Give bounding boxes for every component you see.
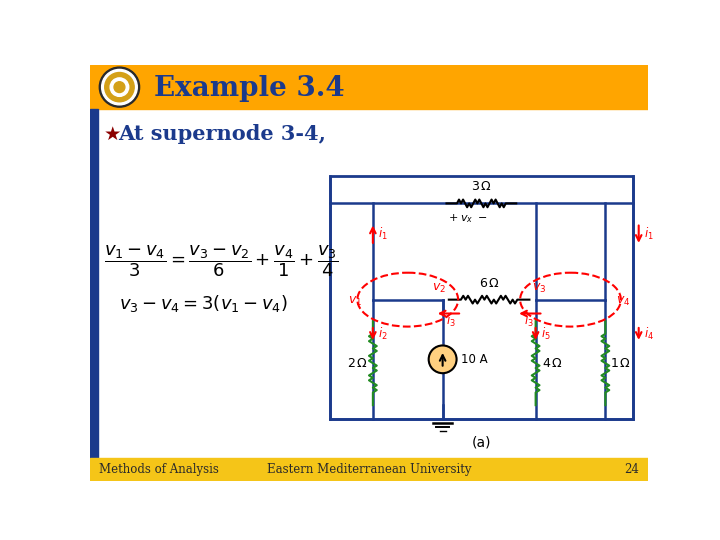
Text: $i_1$: $i_1$: [378, 226, 388, 242]
Text: $2\,\Omega$: $2\,\Omega$: [347, 357, 368, 370]
Text: $\dfrac{v_1 - v_4}{3} = \dfrac{v_3 - v_2}{6} + \dfrac{v_4}{1} + \dfrac{v_3}{4}$: $\dfrac{v_1 - v_4}{3} = \dfrac{v_3 - v_2…: [104, 244, 338, 279]
Circle shape: [99, 67, 140, 107]
Text: $v_3 - v_4 = 3(v_1 - v_4)$: $v_3 - v_4 = 3(v_1 - v_4)$: [120, 293, 288, 314]
Text: 10 A: 10 A: [462, 353, 488, 366]
Circle shape: [428, 346, 456, 373]
Text: $v_4$: $v_4$: [616, 295, 631, 308]
Text: $i_3$: $i_3$: [524, 313, 534, 329]
Text: $v_3$: $v_3$: [532, 281, 546, 295]
Text: $1\,\Omega$: $1\,\Omega$: [611, 357, 631, 370]
Circle shape: [104, 72, 134, 102]
Text: $3\,\Omega$: $3\,\Omega$: [471, 180, 492, 193]
Text: (a): (a): [472, 436, 491, 450]
Text: $4\,\Omega$: $4\,\Omega$: [542, 357, 563, 370]
Text: $i_2$: $i_2$: [378, 326, 388, 342]
Text: 24: 24: [624, 463, 639, 476]
Text: $v_2$: $v_2$: [432, 281, 446, 295]
Text: Example 3.4: Example 3.4: [153, 75, 344, 102]
Bar: [90, 110, 98, 457]
Circle shape: [110, 78, 129, 96]
Text: $v_1$: $v_1$: [348, 295, 362, 308]
Bar: [90, 65, 648, 110]
Bar: [330, 177, 632, 419]
Bar: [330, 177, 632, 419]
Text: $i_4$: $i_4$: [644, 326, 654, 342]
Text: Methods of Analysis: Methods of Analysis: [99, 463, 219, 476]
Text: Eastern Mediterranean University: Eastern Mediterranean University: [266, 463, 472, 476]
Text: ★: ★: [104, 125, 122, 144]
Text: $i_5$: $i_5$: [541, 326, 551, 342]
Circle shape: [114, 82, 125, 92]
Text: At supernode 3-4,: At supernode 3-4,: [118, 124, 325, 144]
Circle shape: [102, 70, 138, 105]
Text: $i_3$: $i_3$: [446, 313, 456, 329]
Text: $6\,\Omega$: $6\,\Omega$: [479, 276, 500, 289]
Bar: [90, 457, 648, 481]
Text: $+\;v_x\;-$: $+\;v_x\;-$: [448, 212, 487, 225]
Text: $i_1$: $i_1$: [644, 226, 654, 242]
